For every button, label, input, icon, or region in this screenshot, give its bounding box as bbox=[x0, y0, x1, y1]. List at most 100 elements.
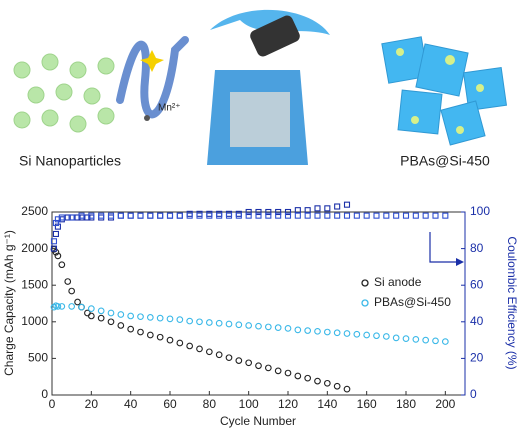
ce-point bbox=[275, 212, 282, 219]
capacity-point bbox=[107, 318, 115, 326]
capacity-point bbox=[127, 325, 135, 333]
capacity-point bbox=[245, 359, 253, 367]
ce-point bbox=[353, 212, 360, 219]
capacity-point bbox=[284, 325, 292, 332]
capacity-point bbox=[107, 309, 115, 317]
capacity-point bbox=[186, 317, 194, 325]
capacity-point bbox=[74, 298, 81, 306]
capacity-point bbox=[64, 278, 72, 285]
capacity-point bbox=[166, 315, 174, 323]
ce-point bbox=[334, 203, 341, 210]
capacity-point bbox=[146, 331, 154, 339]
ce-point bbox=[373, 212, 380, 219]
capacity-point bbox=[373, 332, 380, 340]
capacity-point bbox=[284, 369, 292, 377]
capacity-point bbox=[225, 320, 233, 328]
ce-point bbox=[176, 212, 183, 219]
capacity-point bbox=[156, 314, 164, 322]
y2-tick-label: 80 bbox=[470, 241, 484, 255]
capacity-point bbox=[402, 335, 410, 342]
capacity-point bbox=[264, 364, 272, 372]
ce-point bbox=[58, 214, 65, 221]
capacity-point bbox=[215, 351, 223, 359]
capacity-point bbox=[58, 303, 66, 310]
ce-point bbox=[314, 212, 321, 219]
capacity-point bbox=[117, 311, 125, 318]
capacity-point bbox=[294, 372, 302, 380]
capacity-point bbox=[78, 303, 85, 311]
capacity-point bbox=[323, 328, 331, 336]
ce-point bbox=[166, 212, 174, 219]
ce-point bbox=[225, 212, 233, 219]
axis-arrow bbox=[429, 232, 460, 263]
capacity-point bbox=[314, 377, 321, 385]
capacity-point bbox=[432, 337, 439, 345]
capacity-point bbox=[68, 303, 76, 310]
capacity-point bbox=[54, 303, 62, 310]
star bbox=[140, 50, 164, 72]
capacity-point bbox=[205, 319, 213, 326]
ion-label: Mn²⁺ bbox=[158, 103, 181, 114]
ce-point bbox=[265, 212, 272, 219]
ce-point bbox=[68, 214, 75, 221]
ce-point bbox=[107, 214, 115, 221]
ce-point bbox=[265, 208, 272, 216]
capacity-point bbox=[146, 314, 154, 321]
capacity-point bbox=[87, 305, 95, 312]
capacity-point bbox=[264, 323, 272, 331]
ce-point bbox=[147, 212, 154, 219]
capacity-point bbox=[205, 348, 213, 356]
ce-point bbox=[255, 212, 262, 219]
ion bbox=[144, 115, 150, 121]
capacity-point bbox=[333, 329, 341, 337]
x-tick-label: 120 bbox=[278, 397, 298, 411]
x-tick-label: 0 bbox=[49, 397, 56, 411]
y-tick-label: 1000 bbox=[21, 314, 48, 328]
y2-tick-label: 20 bbox=[470, 351, 484, 365]
ce-point bbox=[314, 205, 321, 212]
ce-point bbox=[127, 212, 134, 219]
legend-label: PBAs@Si-450 bbox=[374, 295, 451, 309]
capacity-point bbox=[333, 382, 341, 390]
ce-point bbox=[284, 212, 292, 219]
ce-point bbox=[245, 212, 252, 219]
ce-point bbox=[54, 216, 61, 223]
capacity-point bbox=[294, 326, 302, 334]
legend-marker bbox=[361, 299, 369, 307]
ce-point bbox=[157, 212, 164, 219]
ce-point bbox=[78, 212, 85, 219]
capacity-point bbox=[412, 336, 420, 343]
ce-point bbox=[50, 238, 58, 245]
capacity-point bbox=[304, 327, 312, 334]
legend-label: Si anode bbox=[374, 275, 422, 289]
left-label: Si Nanoparticles bbox=[19, 153, 121, 169]
capacity-point bbox=[343, 385, 351, 393]
ce-point bbox=[127, 212, 134, 219]
ce-point bbox=[363, 212, 370, 219]
capacity-point bbox=[314, 327, 321, 335]
ce-point bbox=[137, 212, 144, 219]
capacity-point bbox=[156, 333, 164, 341]
pba-cubes bbox=[381, 36, 508, 146]
ce-point bbox=[402, 212, 410, 219]
ce-point bbox=[98, 214, 105, 221]
capacity-point bbox=[363, 331, 371, 339]
x-axis-title: Cycle Number bbox=[220, 414, 296, 428]
ce-point bbox=[275, 208, 282, 216]
y2-tick-label: 60 bbox=[470, 277, 484, 291]
capacity-point bbox=[176, 339, 184, 347]
ce-point bbox=[412, 212, 419, 219]
ce-point bbox=[245, 208, 252, 216]
ce-point bbox=[422, 212, 429, 219]
y-tick-label: 500 bbox=[28, 351, 48, 365]
ce-point bbox=[196, 212, 203, 219]
x-tick-label: 180 bbox=[396, 397, 416, 411]
capacity-point bbox=[304, 374, 312, 382]
ce-point bbox=[74, 214, 81, 221]
capacity-point bbox=[422, 336, 430, 344]
ce-point bbox=[107, 212, 115, 219]
capacity-point bbox=[137, 328, 144, 336]
y2-tick-label: 100 bbox=[470, 204, 490, 218]
